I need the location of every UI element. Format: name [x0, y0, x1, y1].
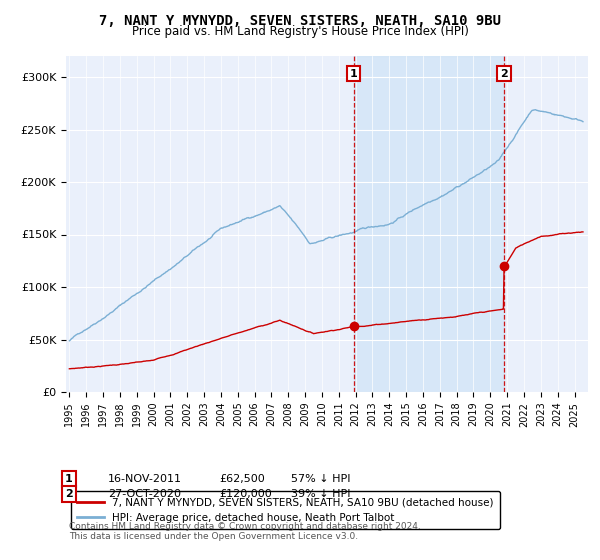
- Legend: 7, NANT Y MYNYDD, SEVEN SISTERS, NEATH, SA10 9BU (detached house), HPI: Average : 7, NANT Y MYNYDD, SEVEN SISTERS, NEATH, …: [71, 491, 500, 529]
- Text: 7, NANT Y MYNYDD, SEVEN SISTERS, NEATH, SA10 9BU: 7, NANT Y MYNYDD, SEVEN SISTERS, NEATH, …: [99, 14, 501, 28]
- Text: 1: 1: [65, 474, 73, 484]
- Text: Price paid vs. HM Land Registry's House Price Index (HPI): Price paid vs. HM Land Registry's House …: [131, 25, 469, 38]
- Text: Contains HM Land Registry data © Crown copyright and database right 2024.
This d: Contains HM Land Registry data © Crown c…: [69, 522, 421, 542]
- Text: 2: 2: [65, 489, 73, 499]
- Bar: [353, 56, 504, 392]
- Text: 2: 2: [500, 69, 508, 78]
- Text: 27-OCT-2020: 27-OCT-2020: [108, 489, 181, 499]
- Text: £62,500: £62,500: [219, 474, 265, 484]
- Text: £120,000: £120,000: [219, 489, 272, 499]
- Text: 16-NOV-2011: 16-NOV-2011: [108, 474, 182, 484]
- Text: 1: 1: [350, 69, 358, 78]
- Text: 57% ↓ HPI: 57% ↓ HPI: [291, 474, 350, 484]
- Text: 39% ↓ HPI: 39% ↓ HPI: [291, 489, 350, 499]
